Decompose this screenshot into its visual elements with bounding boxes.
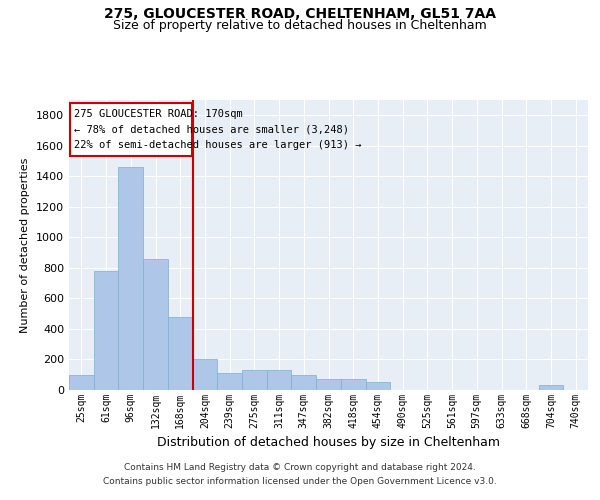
Y-axis label: Number of detached properties: Number of detached properties <box>20 158 31 332</box>
X-axis label: Distribution of detached houses by size in Cheltenham: Distribution of detached houses by size … <box>157 436 500 450</box>
Bar <box>69 374 94 390</box>
Text: Size of property relative to detached houses in Cheltenham: Size of property relative to detached ho… <box>113 18 487 32</box>
FancyBboxPatch shape <box>70 103 192 156</box>
Bar <box>292 374 316 390</box>
Bar <box>267 370 292 390</box>
Text: Contains HM Land Registry data © Crown copyright and database right 2024.: Contains HM Land Registry data © Crown c… <box>124 464 476 472</box>
Text: ← 78% of detached houses are smaller (3,248): ← 78% of detached houses are smaller (3,… <box>74 124 349 134</box>
Bar <box>143 258 168 390</box>
Text: Contains public sector information licensed under the Open Government Licence v3: Contains public sector information licen… <box>103 477 497 486</box>
Text: 275 GLOUCESTER ROAD: 170sqm: 275 GLOUCESTER ROAD: 170sqm <box>74 109 242 119</box>
Bar <box>341 378 365 390</box>
Bar <box>316 378 341 390</box>
Bar <box>168 316 193 390</box>
Bar <box>94 271 118 390</box>
Bar <box>118 167 143 390</box>
Text: 22% of semi-detached houses are larger (913) →: 22% of semi-detached houses are larger (… <box>74 140 361 149</box>
Bar <box>365 382 390 390</box>
Text: 275, GLOUCESTER ROAD, CHELTENHAM, GL51 7AA: 275, GLOUCESTER ROAD, CHELTENHAM, GL51 7… <box>104 8 496 22</box>
Bar <box>242 370 267 390</box>
Bar <box>217 373 242 390</box>
Bar <box>193 360 217 390</box>
Bar <box>539 386 563 390</box>
